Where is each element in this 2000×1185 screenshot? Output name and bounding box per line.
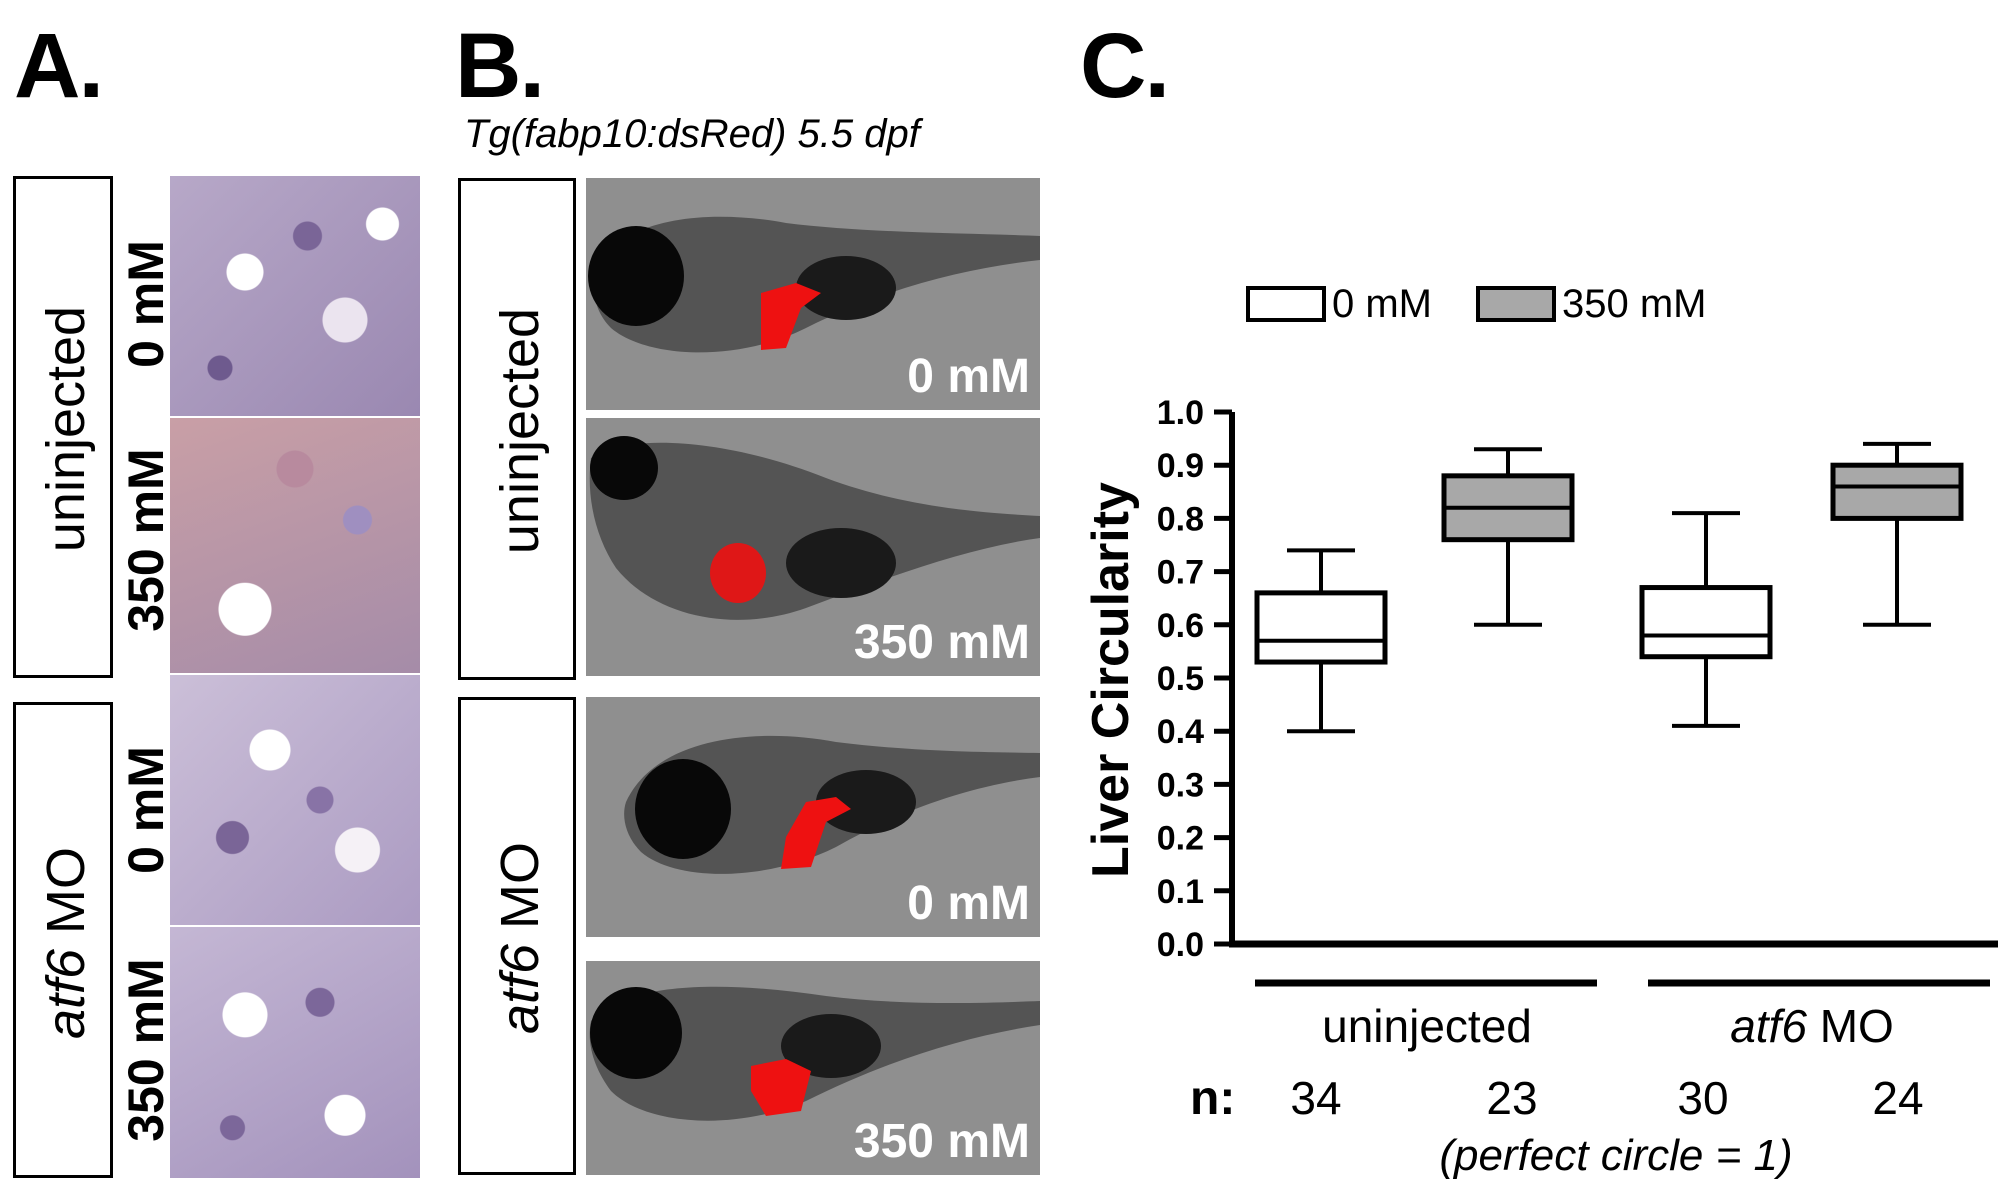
larva-image-uninjected-350mm: 350 mM bbox=[586, 418, 1040, 676]
panel-b-group-label-uninjected: uninjected bbox=[490, 307, 550, 555]
larva-dose-label: 350 mM bbox=[853, 616, 1030, 669]
panel-b-group-box-atf6: atf6 MO bbox=[458, 697, 576, 1175]
y-axis-label: Liver Circularity bbox=[1082, 482, 1140, 878]
panel-a-letter: A. bbox=[14, 15, 104, 117]
y-ticks: 0.0 0.1 0.2 0.3 0.4 0.5 0.6 0.7 0.8 0.9 1.0 bbox=[1157, 394, 1232, 964]
y-tick-label: 0.5 bbox=[1157, 660, 1204, 698]
panel-b-subtitle: Tg(fabp10:dsRed) 5.5 dpf bbox=[464, 112, 920, 156]
n-value: 24 bbox=[1872, 1072, 1923, 1124]
legend-label-350mm: 350 mM bbox=[1562, 282, 1707, 326]
larva-image-atf6-0mm: 0 mM bbox=[586, 697, 1040, 937]
larva-drawing bbox=[588, 216, 1040, 353]
group-label-atf6-rest: MO bbox=[1807, 1000, 1894, 1052]
y-tick-label: 0.7 bbox=[1157, 554, 1204, 592]
panel-a-dose-label-2: 350 mM bbox=[118, 448, 174, 632]
iqr-box bbox=[1639, 585, 1773, 660]
histology-image-atf6-350mm bbox=[170, 927, 420, 1178]
liver-circularity-box-plot: 0 mM 350 mM Liver Circularity 0.00.10.20… bbox=[1082, 282, 1998, 1180]
box-3 bbox=[1639, 511, 1773, 728]
panel-b-group-label-atf6: atf6 MO bbox=[490, 700, 550, 1176]
panel-c-letter: C. bbox=[1080, 15, 1170, 117]
histology-image-atf6-0mm bbox=[170, 675, 420, 925]
panel-b-atf6-italic: atf6 bbox=[490, 943, 550, 1035]
box-2 bbox=[1441, 447, 1575, 627]
larva-dose-label: 350 mM bbox=[853, 1115, 1030, 1168]
y-tick-label: 0.8 bbox=[1157, 500, 1204, 538]
panel-a-group-box-uninjected: uninjected bbox=[13, 176, 113, 678]
panel-a-dose-label-1: 0 mM bbox=[118, 240, 174, 368]
n-values: 34 23 30 24 bbox=[1290, 1072, 1923, 1124]
y-tick-label: 0.1 bbox=[1157, 873, 1204, 911]
panel-a-dose-label-3: 0 mM bbox=[118, 746, 174, 874]
panel-a-atf6-rest: MO bbox=[36, 846, 96, 949]
panel-a-group-box-atf6: atf6 MO bbox=[13, 702, 113, 1178]
larva-dose-label: 0 mM bbox=[907, 350, 1030, 403]
larva-image-atf6-350mm: 350 mM bbox=[586, 961, 1040, 1175]
larva-dose-label: 0 mM bbox=[907, 877, 1030, 930]
y-tick-label: 0.2 bbox=[1157, 820, 1204, 858]
panel-b-atf6-rest: MO bbox=[490, 841, 550, 944]
box-plots bbox=[1254, 441, 1964, 734]
panel-b-group-box-uninjected: uninjected bbox=[458, 178, 576, 680]
panel-a-dose-label-4: 350 mM bbox=[118, 958, 174, 1142]
legend-label-0mm: 0 mM bbox=[1332, 282, 1432, 326]
panel-b-letter: B. bbox=[455, 15, 545, 117]
box-4 bbox=[1830, 441, 1964, 627]
n-value: 30 bbox=[1677, 1072, 1728, 1124]
group-label-uninjected: uninjected bbox=[1322, 1000, 1532, 1052]
group-label-atf6-italic: atf6 bbox=[1730, 1000, 1807, 1052]
histology-image-uninjected-0mm bbox=[170, 176, 420, 416]
iqr-box bbox=[1830, 462, 1964, 521]
y-tick-label: 0.0 bbox=[1157, 926, 1204, 964]
n-label: n: bbox=[1190, 1072, 1235, 1125]
larva-drawing bbox=[589, 436, 1040, 620]
larva-drawing bbox=[624, 735, 1040, 874]
footnote: (perfect circle = 1) bbox=[1439, 1131, 1792, 1180]
box-1 bbox=[1254, 548, 1388, 734]
y-tick-label: 0.4 bbox=[1157, 713, 1204, 751]
n-value: 34 bbox=[1290, 1072, 1341, 1124]
y-tick-label: 0.3 bbox=[1157, 766, 1204, 804]
panel-a-group-label-atf6: atf6 MO bbox=[36, 705, 96, 1181]
legend-swatch-0mm bbox=[1246, 286, 1326, 322]
panel-a-atf6-italic: atf6 bbox=[36, 948, 96, 1040]
y-tick-label: 0.6 bbox=[1157, 607, 1204, 645]
panel-a-group-label-uninjected: uninjected bbox=[36, 305, 96, 553]
group-label-atf6: atf6 MO bbox=[1730, 1000, 1894, 1052]
histology-image-uninjected-350mm bbox=[170, 418, 420, 673]
iqr-box bbox=[1254, 590, 1388, 665]
larva-image-uninjected-0mm: 0 mM bbox=[586, 178, 1040, 410]
legend-swatch-350mm bbox=[1476, 286, 1556, 322]
larva-drawing bbox=[589, 986, 1040, 1121]
y-tick-label: 0.9 bbox=[1157, 447, 1204, 485]
n-value: 23 bbox=[1486, 1072, 1537, 1124]
y-tick-label: 1.0 bbox=[1157, 394, 1204, 432]
